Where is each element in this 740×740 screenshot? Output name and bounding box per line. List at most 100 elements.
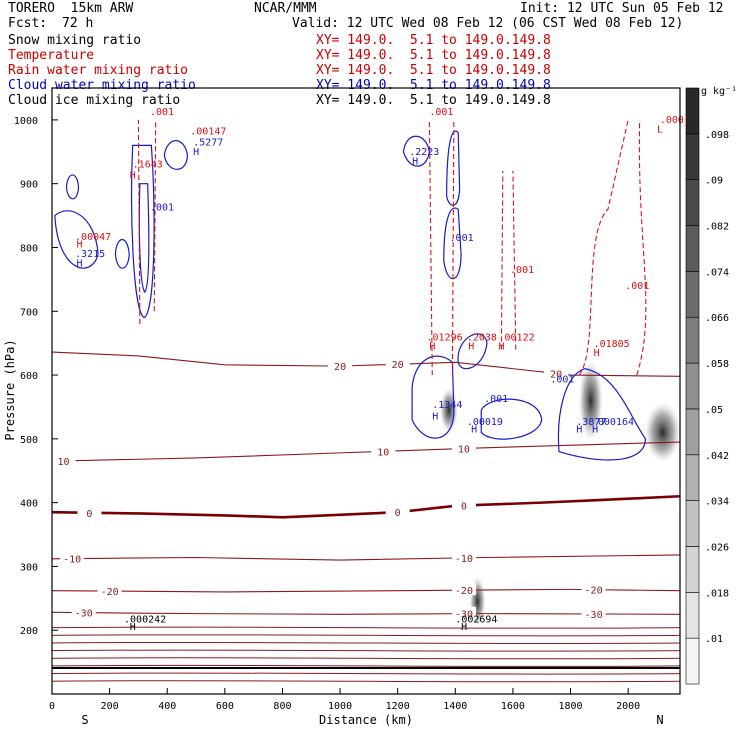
rain-water-contour [636,119,647,376]
isotherm-label-bg [544,366,569,379]
legend-snow-xy: XY= 149.0. 5.1 to 149.0.149.8 [316,33,551,48]
init-time: Init: 12 UTC Sun 05 Feb 12 [520,1,724,16]
colorbar-swatch [685,133,700,180]
colorbar-label: .018 [705,588,729,599]
colorbar-label: .01 [705,634,723,645]
point-label: .001 [625,281,649,292]
point-label: .3877 [576,417,606,428]
y-tick-label: 300 [20,562,38,573]
cloud-water-contour [131,144,155,319]
isotherm-label: 0 [86,509,92,520]
x-tick-label: 200 [101,701,119,712]
center-title: NCAR/MMM [254,1,317,16]
isotherm-label-bg [451,498,476,511]
x-tick-label: 0 [49,701,55,712]
colorbar-label: .05 [705,405,723,416]
legend-cloudice-xy: XY= 149.0. 5.1 to 149.0.149.8 [316,93,551,108]
colorbar-swatch [685,408,700,456]
colorbar-swatch [685,454,700,501]
isotherm-label: 0 [461,502,467,513]
y-tick-label: 500 [20,435,38,446]
point-label: H [499,342,505,353]
isotherm-label: -30 [75,609,93,620]
colorbar-label: .026 [705,542,729,553]
x-axis-end-label: N [656,713,663,727]
y-tick-label: 200 [20,626,38,637]
rain-water-contour [500,170,517,350]
point-label: H [471,424,477,435]
cloud-water-contour [446,130,461,206]
cloud-water-contour [163,140,188,170]
legend-cloudice-name: Cloud ice mixing ratio [8,93,181,108]
colorbar-swatch [685,179,700,226]
rain-water-contour [137,119,157,325]
cloud-water-contours [54,130,647,461]
cloud-water-contour [402,135,430,167]
isotherm-line [51,588,681,593]
point-label: .00147 [190,127,226,138]
x-tick-label: 1200 [386,701,410,712]
background-isotherm [51,680,681,683]
isotherm-label: -30 [585,610,603,621]
isotherm-line [51,494,681,519]
cloud-ice-shading [439,360,681,627]
model-title: TORERO 15km ARW [8,1,134,16]
x-tick-label: 2000 [616,701,640,712]
isotherm-label-bg [371,444,396,457]
x-axis-label: Distance (km) [319,713,413,727]
point-label: .001 [450,233,474,244]
colorbar-swatch [685,87,700,135]
point-label: H [76,259,82,270]
isotherm-label: 20 [334,362,346,373]
cloud-water-contour [457,333,488,370]
rain-water-contour [428,119,433,376]
fcst-value: 72 h [62,16,94,31]
isotherm-label: -10 [63,555,81,566]
colorbar-label: .058 [705,359,729,370]
point-label: H [594,348,600,359]
isotherm-label: 10 [458,444,470,455]
cloud-water-contour [443,207,462,280]
point-label: H [130,171,136,182]
point-label: .1643 [133,160,163,171]
cloud-water-contour [480,398,543,440]
colorbar-swatch [685,500,700,547]
isotherm-line [51,441,681,462]
isotherm-label: -20 [101,587,119,598]
point-label: 000164 [598,417,634,428]
axes: 0 200 400 600 800 1000 1200 1400 1600 1800 2000200… [14,116,640,712]
point-label: .002694 [455,615,497,626]
fcst-label: Fcst: [8,16,48,31]
isotherm-label-bg [451,583,476,596]
cloud-water-contour [557,368,647,461]
cloud-water-contour [65,174,80,200]
isotherm-label: -10 [455,554,473,565]
point-label: H [461,622,467,633]
colorbar-swatch [685,592,700,639]
isotherm-label-bg [451,606,476,619]
plot-frame [51,87,681,695]
isotherm-label-bg [385,505,410,518]
legend-temperature-name: Temperature [8,48,95,63]
point-label: .00047 [75,232,111,243]
colorbar-swatch [685,637,700,685]
ice-shading-blob [578,360,603,441]
point-label: H [193,147,199,158]
y-tick-label: 900 [20,180,38,191]
colorbar-label: .042 [705,451,729,462]
isotherm-label-bg [51,453,76,466]
colorbar-label: .074 [705,267,729,278]
x-tick-label: 1600 [501,701,525,712]
isotherm-label-bg [581,606,606,619]
x-tick-label: 1400 [443,701,467,712]
colorbar-swatch [685,316,700,364]
x-tick-label: 1000 [328,701,352,712]
y-tick-label: 600 [20,371,38,382]
background-isotherm [51,634,681,637]
colorbar-label: .098 [705,130,729,141]
legend-temperature-xy: XY= 149.0. 5.1 to 149.0.149.8 [316,48,551,63]
legend-cloudwater-xy: XY= 149.0. 5.1 to 149.0.149.8 [316,78,551,93]
colorbar: .01 .018 .026 .034 .042 .05 .058 .066 .074 .082 .0… [685,86,737,685]
point-label: .001 [429,107,453,118]
